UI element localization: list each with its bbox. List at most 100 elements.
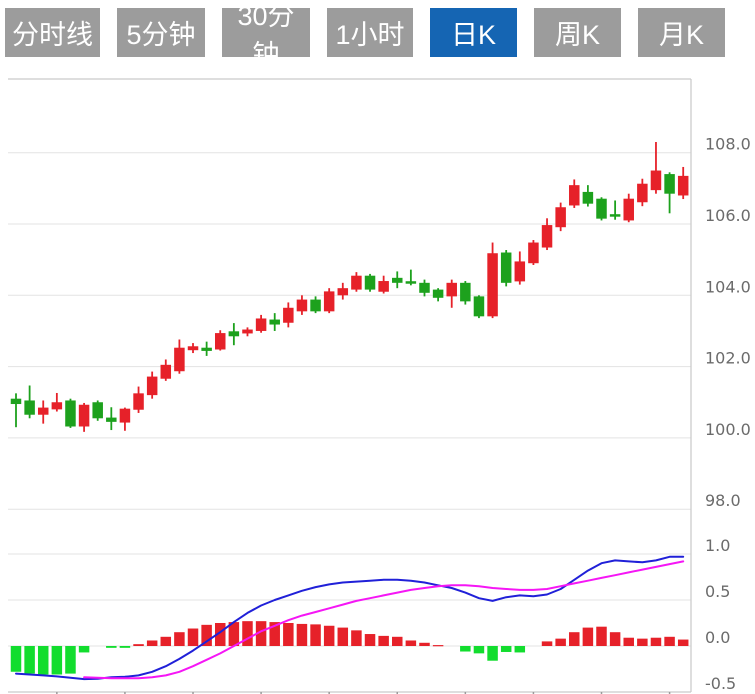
candles — [10, 142, 689, 432]
macd-bar — [296, 623, 308, 646]
candle-body — [473, 296, 485, 317]
candle-body — [596, 198, 607, 219]
macd-bar — [310, 624, 321, 646]
candle-body — [78, 404, 90, 427]
candle-body — [242, 329, 253, 334]
macd-bar — [323, 625, 335, 646]
dif-line — [15, 555, 685, 681]
candle-body — [650, 170, 662, 191]
candle-body — [528, 242, 539, 264]
candle-body — [582, 191, 594, 204]
macd-bar — [392, 636, 403, 646]
macd-bar — [541, 641, 553, 646]
macd-bar — [228, 622, 240, 646]
macd-bar — [419, 642, 430, 646]
interval-button-30min[interactable]: 30分钟 — [222, 1, 310, 70]
interval-toolbar: 分时线 5分钟 30分钟 1小时 日K 周K 月K — [0, 0, 755, 70]
candle-body — [160, 364, 172, 379]
candle-body — [24, 400, 35, 415]
macd-bar — [405, 640, 417, 646]
candle-body — [569, 185, 580, 206]
candle-body — [555, 207, 566, 228]
macd-bar — [214, 623, 226, 646]
price-axis-label: 104.0 — [705, 277, 751, 296]
macd-bar — [10, 646, 22, 672]
price-axis-labels: 108.0 106.0 104.0 102.0 100.0 98.0 — [705, 135, 751, 511]
macd-bar — [146, 640, 158, 646]
candle-body — [500, 252, 512, 283]
candle-body — [405, 281, 417, 284]
candle-body — [419, 282, 430, 293]
interval-button-1hour[interactable]: 1小时 — [327, 8, 413, 57]
macd-bar — [133, 644, 144, 646]
interval-button-timeshare[interactable]: 分时线 — [5, 8, 100, 57]
macd-bar — [160, 636, 172, 646]
candle-body — [283, 307, 294, 323]
candle-body — [37, 407, 49, 415]
macd-bar — [487, 646, 498, 661]
interval-button-monthly[interactable]: 月K — [638, 8, 725, 57]
macd-bar — [677, 639, 689, 646]
macd-bar — [283, 623, 294, 646]
candle-body — [228, 331, 240, 337]
indicator-axis-label: -0.5 — [705, 674, 736, 693]
macd-bar — [378, 635, 389, 646]
dea-line — [83, 560, 685, 680]
candle-body — [432, 289, 444, 298]
price-axis-label: 98.0 — [705, 491, 741, 510]
macd-bar — [119, 646, 131, 648]
price-axis-label: 106.0 — [705, 206, 751, 225]
macd-bar — [500, 646, 512, 652]
candle-body — [255, 318, 267, 331]
interval-button-weekly[interactable]: 周K — [534, 8, 621, 57]
candle-body — [378, 281, 389, 292]
candle-body — [609, 214, 621, 217]
candle-body — [623, 198, 634, 221]
candle-body — [677, 175, 689, 196]
grid-lines — [8, 152, 691, 647]
x-axis-ticks — [56, 692, 671, 694]
macd-bar — [106, 646, 117, 648]
macd-bar — [555, 638, 566, 646]
macd-bar — [364, 634, 376, 646]
candle-body — [541, 225, 553, 248]
interval-button-5min[interactable]: 5分钟 — [117, 8, 205, 57]
plot-border — [8, 78, 692, 693]
macd-bar — [351, 630, 362, 646]
candle-body — [106, 417, 117, 422]
macd-bar — [650, 637, 662, 646]
macd-bar — [609, 632, 621, 646]
price-axis-label: 108.0 — [705, 135, 751, 154]
candle-body — [187, 346, 199, 351]
candle-body — [637, 183, 648, 203]
macd-bar — [24, 646, 35, 674]
macd-bar — [432, 645, 444, 647]
macd-bar — [201, 624, 212, 646]
interval-button-daily[interactable]: 日K — [430, 8, 517, 57]
price-axis-label: 100.0 — [705, 420, 751, 439]
macd-bar — [582, 627, 594, 646]
candle-body — [65, 400, 76, 427]
macd-bar — [337, 627, 349, 646]
macd-bar — [596, 626, 607, 646]
candle-body — [174, 347, 185, 372]
macd-bar — [514, 646, 526, 653]
macd-bar — [637, 638, 648, 646]
candle-body — [446, 282, 457, 297]
candle-body — [201, 347, 212, 351]
candle-body — [10, 398, 22, 405]
candle-body — [364, 275, 376, 290]
indicator-axis-label: 0.5 — [705, 582, 730, 601]
candle-body — [323, 291, 335, 312]
candle-body — [133, 393, 144, 410]
candle-body — [51, 402, 63, 410]
candle-body — [119, 408, 131, 423]
candle-body — [146, 376, 158, 396]
indicator-axis-labels: 1.0 0.5 0.0 -0.5 — [705, 536, 736, 693]
candle-body — [296, 299, 308, 312]
candle-body — [337, 288, 349, 296]
macd-bar — [569, 632, 580, 646]
macd-bar — [473, 646, 485, 654]
macd-bar — [242, 621, 253, 646]
